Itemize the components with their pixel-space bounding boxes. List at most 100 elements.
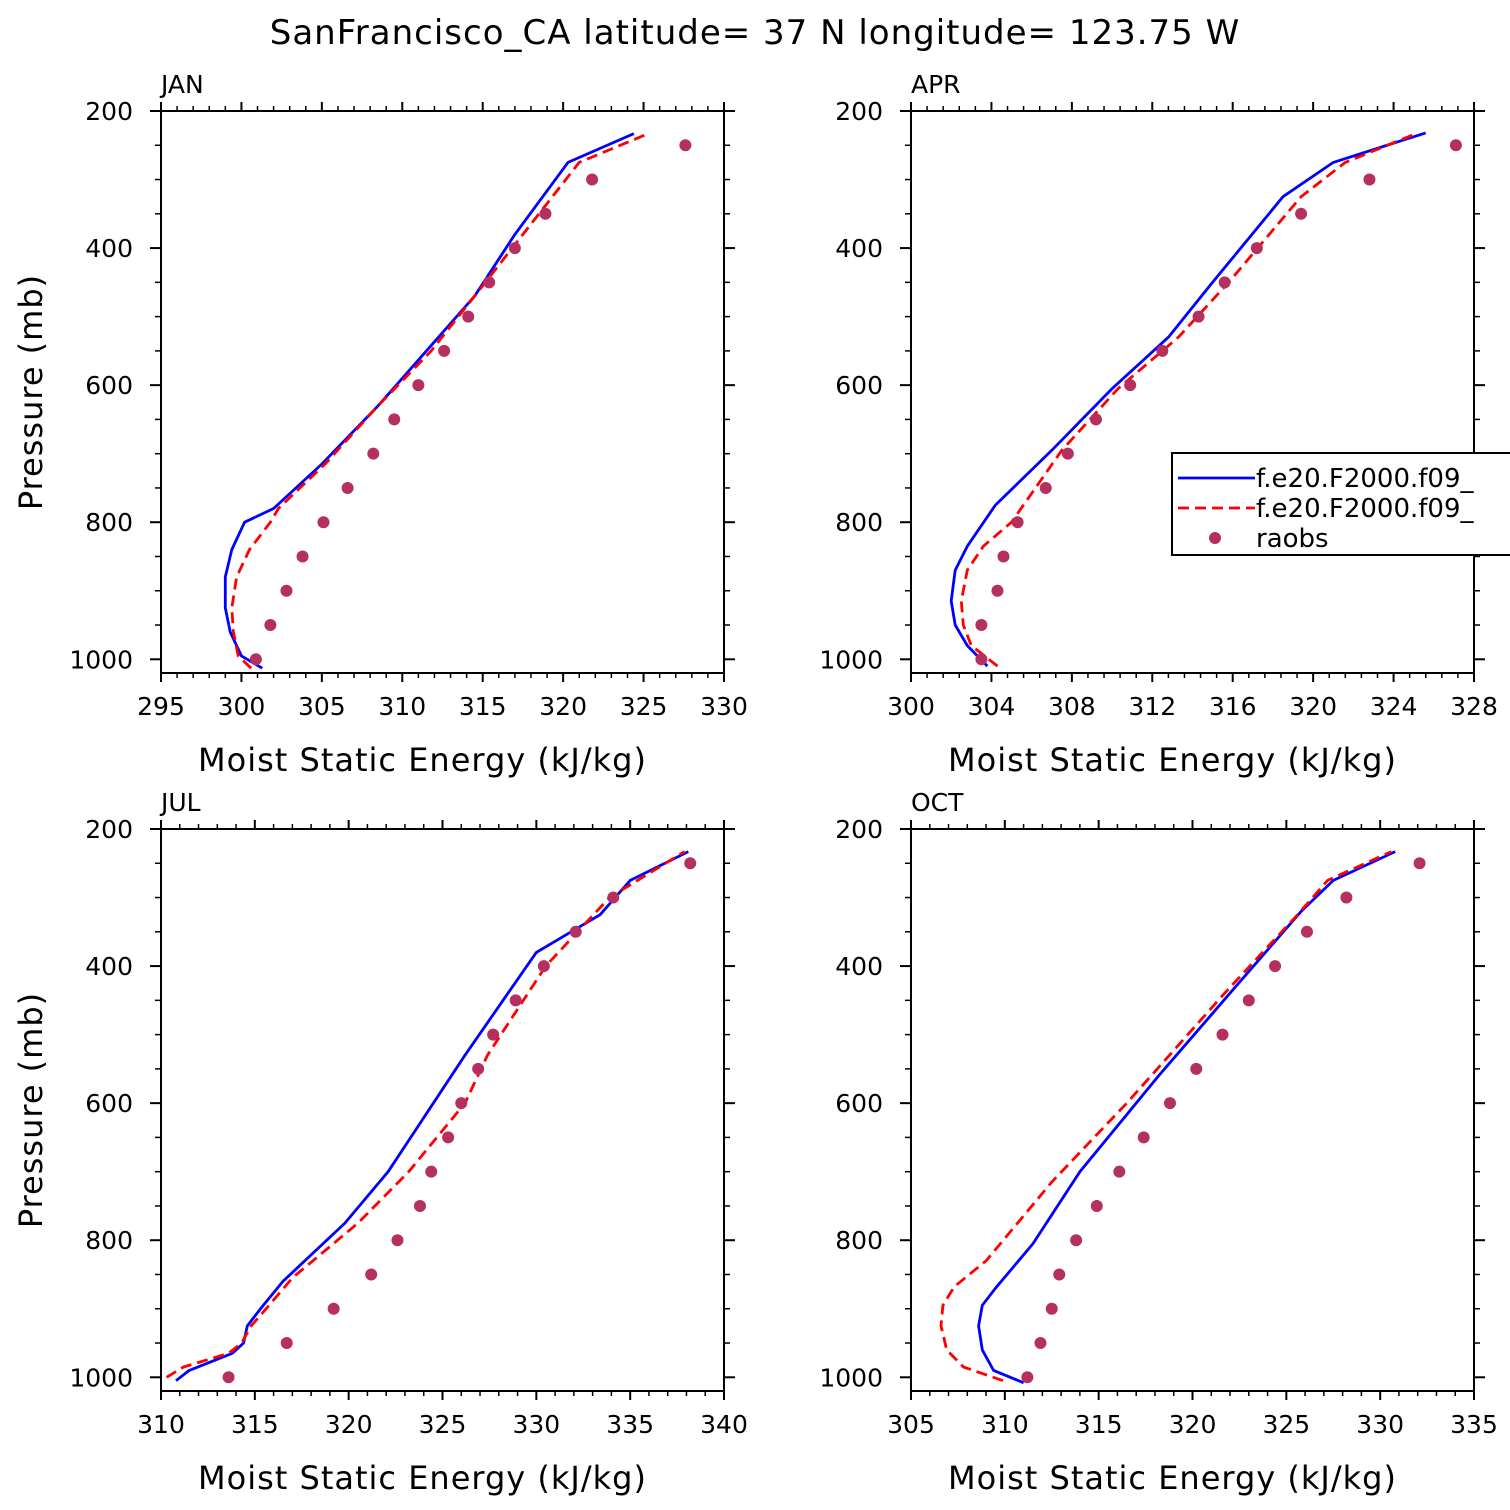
raobs-point — [483, 276, 496, 289]
raobs-point — [391, 1234, 404, 1247]
raobs-point — [1061, 447, 1074, 460]
legend-label: f.e20.F2000.f09_ — [1256, 464, 1474, 494]
panel-title: JUL — [159, 788, 201, 817]
x-tick-label: 330 — [512, 1410, 560, 1439]
y-tick-label: 200 — [85, 815, 133, 844]
raobs-point — [537, 960, 550, 973]
raobs-point — [586, 173, 599, 186]
raobs-point — [1089, 413, 1102, 426]
raobs-point — [442, 1131, 455, 1144]
x-tick-label: 325 — [1262, 1410, 1310, 1439]
figure-title: SanFrancisco_CA latitude= 37 N longitude… — [270, 13, 1241, 53]
raobs-point — [1021, 1371, 1034, 1384]
x-tick-label: 335 — [606, 1410, 654, 1439]
raobs-point — [1053, 1268, 1066, 1281]
raobs-point — [249, 653, 262, 666]
raobs-point — [1090, 1199, 1103, 1212]
x-tick-label: 315 — [459, 692, 507, 721]
panel-jan: JAN 295 300 305 310 315 320 325 330 200 400 600 800 1… — [12, 70, 748, 779]
raobs-point — [388, 413, 401, 426]
legend-marker — [1209, 532, 1221, 544]
y-tick-label: 1000 — [819, 1363, 883, 1392]
raobs-point — [679, 139, 692, 152]
raobs-point — [1137, 1131, 1150, 1144]
plot-frame — [160, 828, 725, 1392]
raobs-point — [425, 1165, 438, 1178]
raobs-point — [1045, 1302, 1058, 1315]
raobs-point — [1340, 891, 1353, 904]
x-tick-label: 300 — [887, 692, 935, 721]
raobs-point — [367, 447, 380, 460]
x-tick-label: 320 — [1289, 692, 1337, 721]
raobs-point — [327, 1302, 340, 1315]
x-axis-label: Moist Static Energy (kJ/kg) — [948, 741, 1397, 779]
series-line-solid — [223, 132, 635, 670]
raobs-point — [1034, 1337, 1047, 1350]
x-tick-label: 310 — [378, 692, 426, 721]
legend-box — [1171, 452, 1510, 556]
panel-title: APR — [911, 70, 961, 99]
x-tick-label: 310 — [137, 1410, 185, 1439]
raobs-point — [413, 1199, 426, 1212]
x-axis-label: Moist Static Energy (kJ/kg) — [198, 1459, 647, 1497]
series-line-dashed — [939, 850, 1392, 1383]
y-tick-label: 800 — [85, 508, 133, 537]
panel-title: JAN — [159, 70, 204, 99]
y-tick-label: 200 — [85, 97, 133, 126]
x-axis-label: Moist Static Energy (kJ/kg) — [198, 741, 647, 779]
x-tick-label: 324 — [1370, 692, 1418, 721]
x-tick-label: 320 — [539, 692, 587, 721]
series-line-solid — [977, 850, 1396, 1385]
x-tick-label: 316 — [1209, 692, 1257, 721]
y-tick-label: 400 — [85, 952, 133, 981]
raobs-point — [264, 619, 277, 632]
raobs-point — [1163, 1097, 1176, 1110]
raobs-point — [317, 516, 330, 529]
x-tick-label: 308 — [1048, 692, 1096, 721]
raobs-point — [607, 891, 620, 904]
raobs-point — [997, 550, 1010, 563]
series-line-solid — [949, 131, 1427, 668]
y-tick-label: 800 — [835, 1226, 883, 1255]
raobs-point — [1039, 481, 1052, 494]
y-tick-label: 600 — [85, 1089, 133, 1118]
y-tick-label: 1000 — [69, 1363, 133, 1392]
x-tick-label: 315 — [231, 1410, 279, 1439]
raobs-point — [1216, 1028, 1229, 1041]
legend-label: f.e20.F2000.f09_ — [1256, 494, 1474, 524]
legend: f.e20.F2000.f09_f.e20.F2000.f09_raobs — [1171, 452, 1510, 556]
y-tick-label: 600 — [835, 371, 883, 400]
raobs-point — [1124, 379, 1137, 392]
y-tick-label: 200 — [835, 97, 883, 126]
raobs-point — [462, 310, 475, 323]
raobs-point — [1269, 960, 1282, 973]
panel-apr: APR 300 304 308 312 316 320 324 328 200 400 600 800 1… — [819, 70, 1497, 779]
raobs-point — [1113, 1165, 1126, 1178]
y-tick-label: 400 — [85, 234, 133, 263]
plot-frame — [160, 110, 725, 674]
raobs-point — [365, 1268, 378, 1281]
raobs-point — [1156, 344, 1169, 357]
y-axis-label: Pressure (mb) — [12, 274, 50, 510]
raobs-point — [539, 207, 552, 220]
raobs-point — [280, 1337, 293, 1350]
panels-container: JAN 295 300 305 310 315 320 325 330 200 400 600 800 1… — [12, 70, 1498, 1497]
x-tick-label: 312 — [1128, 692, 1176, 721]
x-tick-label: 305 — [887, 1410, 935, 1439]
raobs-point — [280, 584, 293, 597]
y-tick-label: 400 — [835, 234, 883, 263]
raobs-point — [975, 619, 988, 632]
x-tick-label: 310 — [981, 1410, 1029, 1439]
raobs-point — [1413, 857, 1426, 870]
raobs-point — [1218, 276, 1231, 289]
raobs-point — [296, 550, 309, 563]
x-tick-label: 295 — [137, 692, 185, 721]
series-line-dashed — [230, 132, 649, 670]
x-tick-label: 330 — [700, 692, 748, 721]
x-tick-label: 320 — [1169, 1410, 1217, 1439]
raobs-point — [1192, 310, 1205, 323]
raobs-point — [412, 379, 425, 392]
raobs-point — [487, 1028, 500, 1041]
raobs-point — [1300, 925, 1313, 938]
